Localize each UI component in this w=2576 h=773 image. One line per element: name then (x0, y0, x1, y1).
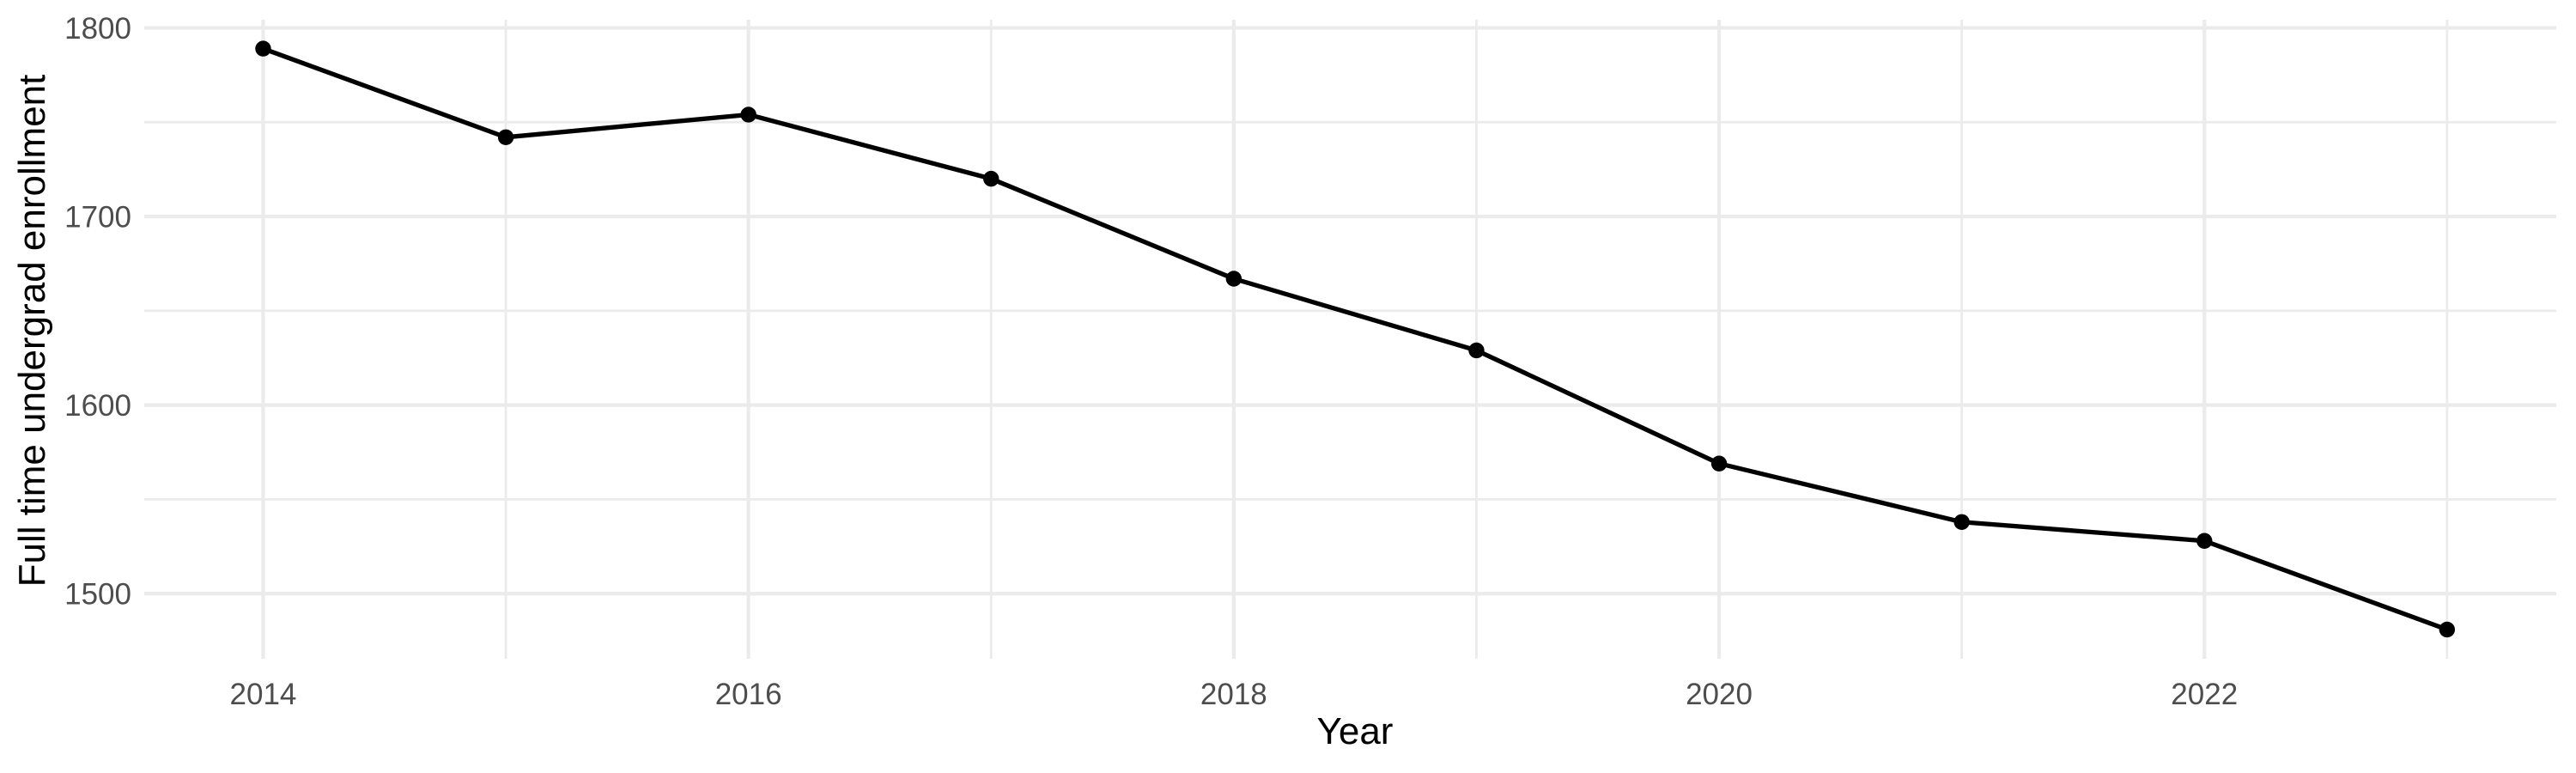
y-tick-label: 1500 (64, 578, 131, 612)
y-axis-title: Full time undergrad enrollment (11, 75, 53, 587)
x-axis-title: Year (1317, 710, 1394, 752)
data-point (2439, 621, 2456, 638)
data-point (1953, 514, 1970, 530)
data-point (255, 40, 271, 57)
grid-major-layer (144, 20, 2556, 659)
tick-labels-layer: 2014 2016 2018 2020 2022 1500 1600 1700 1800 (64, 12, 2238, 711)
data-line (262, 46, 2448, 632)
data-point (497, 129, 514, 146)
series-layer (255, 40, 2456, 638)
data-point (1468, 342, 1485, 359)
x-tick-label: 2018 (1200, 678, 1267, 711)
data-point (983, 170, 999, 187)
y-tick-label: 1700 (64, 201, 131, 234)
x-tick-label: 2016 (715, 678, 782, 711)
x-tick-label: 2022 (2171, 678, 2238, 711)
x-tick-label: 2014 (230, 678, 297, 711)
grid-minor-layer (144, 20, 2556, 659)
data-point (1710, 455, 1728, 472)
data-point (740, 107, 756, 123)
data-point (1225, 271, 1242, 287)
y-tick-label: 1800 (64, 12, 131, 46)
data-point (2196, 533, 2213, 549)
y-tick-label: 1600 (64, 389, 131, 423)
x-tick-label: 2020 (1686, 678, 1753, 711)
